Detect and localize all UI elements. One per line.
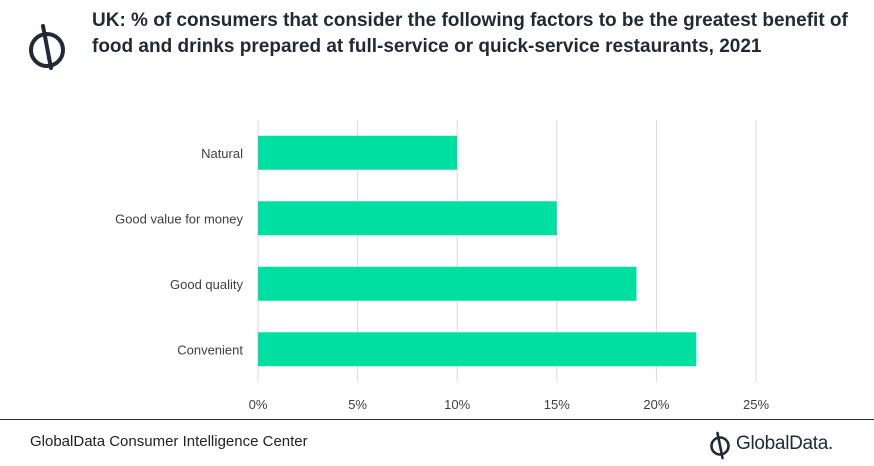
bar (258, 201, 557, 236)
source-note: GlobalData Consumer Intelligence Center (30, 433, 308, 450)
category-label: Natural (201, 146, 243, 161)
globaldata-logo-icon (29, 24, 65, 70)
category-label: Good value for money (115, 211, 243, 226)
bar (258, 135, 458, 170)
x-tick-label: 25% (743, 397, 769, 412)
brand-logo: GlobalData. (708, 430, 858, 460)
x-tick-label: 5% (348, 397, 367, 412)
bar (258, 266, 637, 301)
chart-title: UK: % of consumers that consider the fol… (92, 10, 848, 57)
x-tick-label: 10% (444, 397, 470, 412)
globaldata-logo-icon (710, 431, 730, 460)
bar (258, 332, 697, 367)
x-tick-label: 0% (249, 397, 268, 412)
x-tick-label: 20% (643, 397, 669, 412)
x-tick-label: 15% (544, 397, 570, 412)
brand-name: GlobalData. (736, 433, 834, 454)
category-label: Convenient (177, 342, 243, 357)
footer-divider (0, 419, 874, 420)
category-label: Good quality (170, 277, 243, 292)
